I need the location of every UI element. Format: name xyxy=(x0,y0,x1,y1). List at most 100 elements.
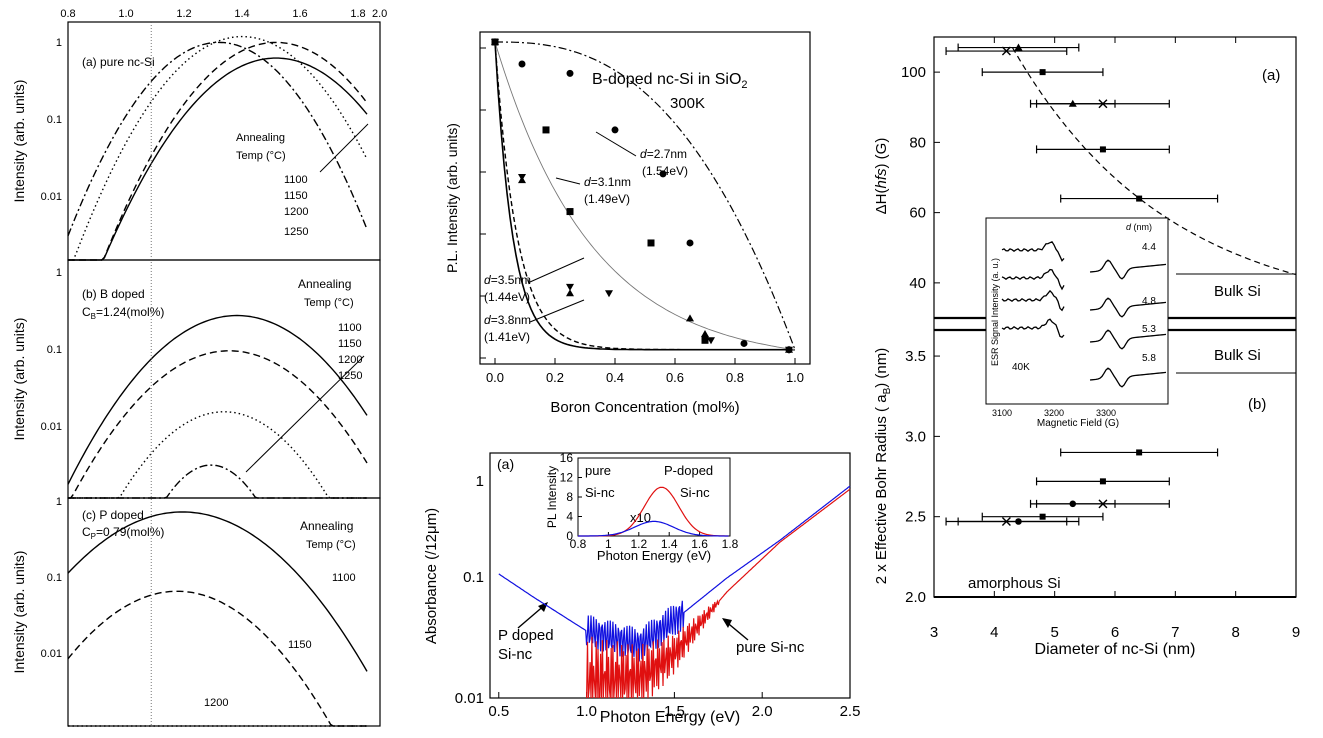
subplot-b-ytick: 1 xyxy=(56,267,62,279)
subplot-a-annotation: Temp (°C) xyxy=(236,150,286,162)
subplot-c-ytick: 0.1 xyxy=(47,572,62,584)
point-3.8nm xyxy=(491,38,499,45)
subplot-c-series-label: 1150 xyxy=(288,639,312,651)
pl-inset-ylabel: PL Intensity xyxy=(545,466,559,528)
esr-trace xyxy=(1089,367,1167,388)
esr-trace xyxy=(1001,318,1065,338)
abs-xtick-label: 2.5 xyxy=(840,703,861,720)
subplot-a-annotation: Annealing xyxy=(236,132,285,144)
subplot-b-series-label: 1200 xyxy=(338,354,362,366)
absorbance-annotation: Si-nc xyxy=(498,646,533,663)
esr-trace xyxy=(1001,289,1065,312)
pl-inset-plot: 0.8 1 1.2 1.4 1.6 1.8 0 4 8 12 16 xyxy=(560,451,739,551)
right-xlabel: Diameter of nc-Si (nm) xyxy=(1035,641,1196,658)
point-3.8nm xyxy=(785,345,793,353)
subplot-a-label-pointer xyxy=(319,123,369,173)
inset-ytick-label: 4 xyxy=(566,510,573,524)
curve-label-2.7: d=2.7nm xyxy=(640,147,687,161)
pointer xyxy=(595,131,637,157)
boron-xtick-label: 0.2 xyxy=(546,370,564,385)
bulk-si-label-bottom: Bulk Si xyxy=(1214,347,1261,364)
boron-xtick-label: 0.8 xyxy=(726,370,744,385)
abs-xtick-label: 2.0 xyxy=(752,703,773,720)
curve-label-3.5-energy: (1.44eV) xyxy=(484,290,530,304)
subplot-a-curves xyxy=(67,35,368,261)
absorbance-panel: Absorbance (/12μm) Photon Energy (eV) 1 … xyxy=(423,451,860,726)
point-3.8nm xyxy=(518,176,526,184)
boron-xlabel: Boron Concentration (mol%) xyxy=(550,399,739,416)
top-point xyxy=(1014,43,1023,51)
top-point xyxy=(1099,146,1106,153)
series-1150-curve xyxy=(68,350,368,499)
absorbance-annotation: pure Si-nc xyxy=(736,639,805,656)
subplot-c-series-label: 1200 xyxy=(204,697,228,709)
point-3.1nm xyxy=(647,239,655,247)
series-1150-curve xyxy=(67,590,367,727)
bottom-panel-label: (b) xyxy=(1248,396,1266,413)
right-xtick-label: 7 xyxy=(1171,624,1179,641)
right-xtick-label: 5 xyxy=(1050,624,1058,641)
esr-trace xyxy=(1001,240,1065,262)
boron-fit-curve xyxy=(494,41,795,351)
abs-xtick-label: 0.5 xyxy=(488,703,509,720)
absorbance-ylabel: Absorbance (/12μm) xyxy=(423,508,440,644)
absorbance-ytick: 0.1 xyxy=(463,569,484,586)
top-fit-curve xyxy=(1011,47,1297,276)
subplot-b-ytick: 0.01 xyxy=(41,421,62,433)
curve-label-3.8: d=3.8nm xyxy=(484,313,531,327)
inset-ytick-label: 0 xyxy=(566,529,573,543)
esr-xlabel: Magnetic Field (G) xyxy=(1037,418,1119,429)
point-3.1nm xyxy=(542,126,550,134)
series-1100-curve xyxy=(68,57,368,261)
bottom-ylabel: 2 x Effective Bohr Radius ( aB) (nm) xyxy=(873,348,893,585)
top-axis-tick-label: 1.4 xyxy=(234,8,249,20)
subplot-b-annotation: Temp (°C) xyxy=(304,297,354,309)
abs-series-pure xyxy=(586,488,851,699)
top-point xyxy=(1039,69,1046,76)
boron-subtitle: 300K xyxy=(670,95,705,112)
boron-panel: P.L. Intensity (arb. units) Boron Concen… xyxy=(444,31,811,416)
curve-label-3.8-energy: (1.41eV) xyxy=(484,330,530,344)
curve-label-3.1-energy: (1.49eV) xyxy=(584,192,630,206)
right-panel: Diameter of nc-Si (nm) ΔH(hfs) (G) 2 x E… xyxy=(873,36,1300,658)
pl-inset-label: pure xyxy=(585,463,611,478)
subplot-b-annotation: Annealing xyxy=(298,277,351,291)
boron-fit-curve xyxy=(495,41,796,350)
absorbance-annotation: P doped xyxy=(498,627,554,644)
absorbance-ytick: 0.01 xyxy=(455,690,484,707)
absorbance-panel-label: (a) xyxy=(497,456,514,472)
point-3.5nm xyxy=(707,337,715,345)
esr-legend-title: d (nm) xyxy=(1126,222,1152,232)
inset-ytick-label: 8 xyxy=(566,490,573,504)
subplot-a-ytick: 0.1 xyxy=(47,114,62,126)
pointer xyxy=(529,257,585,283)
series-1250-curve xyxy=(68,464,367,499)
subplot-b-label: (b) B doped xyxy=(82,287,145,301)
top-point-x xyxy=(1098,99,1108,109)
subplot-c-curves xyxy=(67,511,368,727)
series-1100-curve xyxy=(67,511,368,672)
subplot-c-sublabel: CP=0.79(mol%) xyxy=(82,525,164,541)
series-1200-curve xyxy=(68,411,367,499)
esr-xtick: 3300 xyxy=(1096,408,1116,418)
bottom-point xyxy=(1136,449,1143,456)
top-ylabel: ΔH(hfs) (G) xyxy=(873,138,890,215)
esr-trace xyxy=(1089,297,1167,318)
point-2.7nm xyxy=(518,60,526,68)
absorbance-frame xyxy=(489,452,851,699)
subplot-c-label: (c) P doped xyxy=(82,508,144,522)
subplot-c-ytick: 0.01 xyxy=(41,648,62,660)
subplot-a-series-label: 1100 xyxy=(284,174,308,186)
subplot-a-ytick: 1 xyxy=(56,37,62,49)
top-ytick-label: 60 xyxy=(909,205,926,222)
subplot-a-series-label: 1250 xyxy=(284,226,308,238)
top-axis-tick-label: 1.6 xyxy=(292,8,307,20)
point-2.7nm xyxy=(566,69,574,77)
subplot-c-annotation: Annealing xyxy=(300,519,353,533)
subplot-a-series-label: 1200 xyxy=(284,206,308,218)
bottom-ytick-label: 2.0 xyxy=(905,589,926,606)
top-ytick-label: 40 xyxy=(909,275,926,292)
esr-xtick: 3100 xyxy=(992,408,1012,418)
bottom-point-x xyxy=(1098,499,1108,509)
